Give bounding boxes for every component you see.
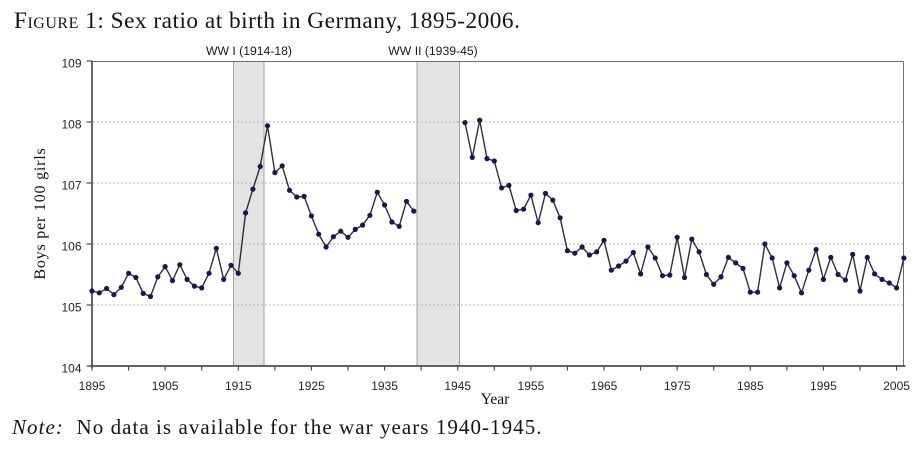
svg-text:1945: 1945 xyxy=(444,379,471,393)
svg-text:1975: 1975 xyxy=(664,379,691,393)
svg-text:1915: 1915 xyxy=(225,379,252,393)
svg-text:1965: 1965 xyxy=(591,379,618,393)
svg-text:108: 108 xyxy=(61,117,81,131)
svg-text:1955: 1955 xyxy=(518,379,545,393)
svg-text:WW I (1914-18): WW I (1914-18) xyxy=(206,44,292,58)
svg-text:104: 104 xyxy=(61,361,81,375)
svg-text:Year: Year xyxy=(481,391,510,408)
svg-text:106: 106 xyxy=(61,239,81,253)
svg-text:2005: 2005 xyxy=(883,379,910,393)
svg-text:1935: 1935 xyxy=(371,379,398,393)
svg-text:1925: 1925 xyxy=(298,379,325,393)
svg-text:1905: 1905 xyxy=(152,379,179,393)
svg-text:WW II (1939-45): WW II (1939-45) xyxy=(388,44,477,58)
svg-text:105: 105 xyxy=(61,300,81,314)
svg-text:109: 109 xyxy=(61,56,81,70)
svg-text:1985: 1985 xyxy=(737,379,764,393)
svg-text:107: 107 xyxy=(61,178,81,192)
svg-text:Boys per 100 girls: Boys per 100 girls xyxy=(32,147,49,279)
svg-text:1895: 1895 xyxy=(79,379,106,393)
svg-text:1995: 1995 xyxy=(810,379,837,393)
